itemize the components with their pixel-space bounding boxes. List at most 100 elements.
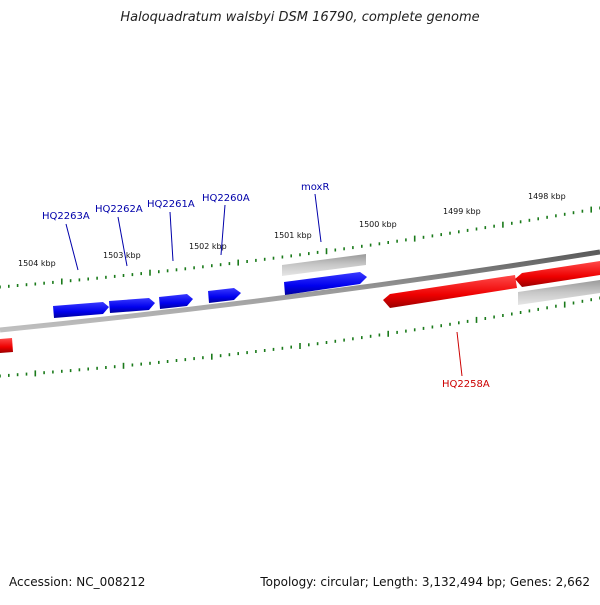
gene-HQ2258A[interactable] [383, 275, 517, 308]
minor-tick [528, 218, 531, 222]
minor-tick [590, 298, 592, 302]
genome-backbone [0, 249, 600, 333]
minor-tick [25, 372, 28, 376]
minor-tick [422, 326, 425, 330]
minor-tick [113, 365, 116, 369]
minor-tick [493, 315, 495, 319]
scale-label: 1498 kbp [528, 192, 566, 201]
gene-gray-2[interactable] [518, 280, 600, 305]
minor-tick [299, 253, 301, 257]
minor-tick [405, 329, 407, 333]
minor-tick [290, 254, 292, 258]
minor-tick [0, 285, 1, 289]
major-tick [502, 221, 504, 228]
minor-tick [378, 242, 381, 246]
minor-tick [8, 284, 10, 288]
major-tick [149, 269, 151, 276]
minor-tick [493, 224, 495, 228]
minor-tick [175, 359, 178, 362]
gene-label-HQ2261A[interactable]: HQ2261A [147, 199, 195, 210]
minor-tick [511, 221, 513, 225]
minor-tick [369, 243, 372, 247]
minor-tick [140, 362, 142, 366]
minor-tick [113, 274, 116, 278]
minor-tick [422, 235, 425, 239]
minor-tick [158, 270, 160, 274]
major-tick [122, 362, 125, 369]
minor-tick [546, 306, 548, 310]
minor-tick [96, 276, 98, 280]
scale-label: 1503 kbp [103, 251, 141, 260]
minor-tick [166, 269, 169, 273]
minor-tick [352, 337, 354, 341]
minor-tick [449, 231, 451, 235]
minor-tick [502, 314, 504, 317]
minor-tick [52, 280, 54, 284]
minor-tick [440, 324, 442, 328]
minor-tick [52, 370, 54, 374]
leader-line [314, 193, 322, 243]
gene-HQ2262A[interactable] [109, 298, 155, 313]
gene-red-3[interactable] [0, 338, 13, 353]
minor-tick [211, 264, 213, 268]
gene-label-HQ2263A[interactable]: HQ2263A [42, 211, 90, 222]
minor-tick [78, 278, 81, 282]
minor-tick [361, 244, 363, 248]
gene-HQ2261A[interactable] [159, 294, 193, 309]
minor-tick [219, 263, 222, 267]
minor-tick [202, 356, 204, 360]
minor-tick [440, 233, 442, 237]
gene-red-2[interactable] [515, 261, 600, 287]
minor-tick [96, 366, 98, 370]
minor-tick [484, 226, 487, 230]
minor-tick [449, 322, 451, 326]
minor-tick [43, 281, 45, 285]
major-tick [237, 259, 239, 266]
minor-tick [519, 311, 522, 314]
minor-tick [0, 374, 1, 378]
minor-tick [78, 368, 81, 372]
page-title: Haloquadratum walsbyi DSM 16790, complet… [120, 10, 480, 25]
minor-tick [272, 256, 275, 260]
minor-tick [16, 373, 19, 377]
minor-tick [334, 248, 337, 252]
minor-tick [546, 215, 548, 219]
gene-moxR[interactable] [284, 272, 367, 295]
gene-gray-1[interactable] [282, 254, 366, 276]
minor-tick [193, 266, 195, 270]
gene-label-moxR[interactable]: moxR [301, 182, 329, 193]
minor-tick [131, 363, 134, 367]
minor-tick [263, 257, 266, 261]
gene-label-HQ2260A[interactable]: HQ2260A [202, 193, 250, 204]
major-tick [299, 343, 301, 349]
major-tick [563, 301, 566, 308]
leader-line [456, 331, 463, 377]
major-tick [590, 206, 592, 213]
minor-tick [87, 367, 89, 371]
minor-tick [219, 354, 222, 358]
major-tick [387, 330, 389, 337]
gene-label-HQ2262A[interactable]: HQ2262A [95, 204, 143, 215]
minor-tick [519, 220, 522, 224]
minor-tick [396, 239, 398, 243]
major-tick [211, 353, 213, 360]
minor-tick [8, 373, 10, 377]
minor-tick [149, 361, 151, 365]
minor-tick [246, 260, 248, 263]
gene-label-HQ2258A[interactable]: HQ2258A [442, 379, 490, 390]
minor-tick [334, 339, 337, 343]
minor-tick [511, 312, 513, 316]
minor-tick [290, 345, 292, 349]
minor-tick [581, 209, 584, 213]
gene-HQ2263A[interactable] [53, 302, 109, 318]
minor-tick [458, 230, 460, 234]
genome-info-text: Topology: circular; Length: 3,132,494 bp… [260, 575, 590, 589]
minor-tick [281, 255, 284, 259]
minor-tick [228, 262, 231, 266]
minor-tick [184, 358, 187, 362]
minor-tick [466, 228, 469, 232]
minor-tick [175, 268, 178, 272]
gene-HQ2260A[interactable] [208, 288, 241, 303]
minor-tick [528, 309, 531, 313]
